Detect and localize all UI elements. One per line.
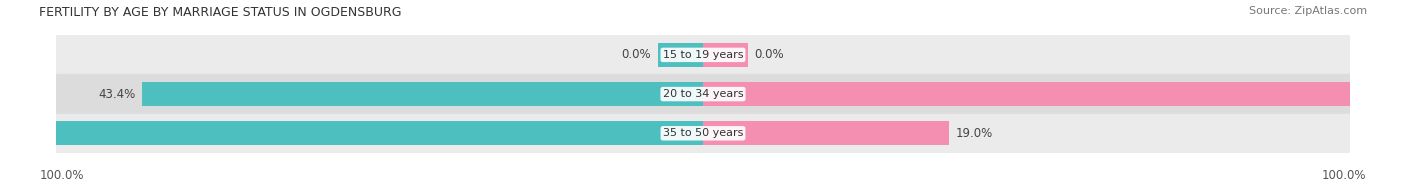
Bar (56, 35, 1350, 74)
Text: Source: ZipAtlas.com: Source: ZipAtlas.com (1249, 6, 1367, 16)
Text: 15 to 19 years: 15 to 19 years (662, 50, 744, 60)
Bar (658, 43, 703, 67)
Text: 19.0%: 19.0% (955, 127, 993, 140)
Bar (0, 121, 703, 145)
Bar (703, 82, 1406, 106)
Bar (56, 114, 1350, 153)
Bar (142, 82, 703, 106)
Text: 0.0%: 0.0% (755, 48, 785, 61)
Text: 100.0%: 100.0% (39, 169, 84, 182)
Text: 100.0%: 100.0% (1322, 169, 1367, 182)
Bar (703, 121, 949, 145)
Text: 20 to 34 years: 20 to 34 years (662, 89, 744, 99)
Text: 35 to 50 years: 35 to 50 years (662, 128, 744, 138)
Bar (56, 74, 1350, 114)
Bar (703, 43, 748, 67)
Text: FERTILITY BY AGE BY MARRIAGE STATUS IN OGDENSBURG: FERTILITY BY AGE BY MARRIAGE STATUS IN O… (39, 6, 402, 19)
Text: 43.4%: 43.4% (98, 88, 135, 101)
Text: 0.0%: 0.0% (621, 48, 651, 61)
